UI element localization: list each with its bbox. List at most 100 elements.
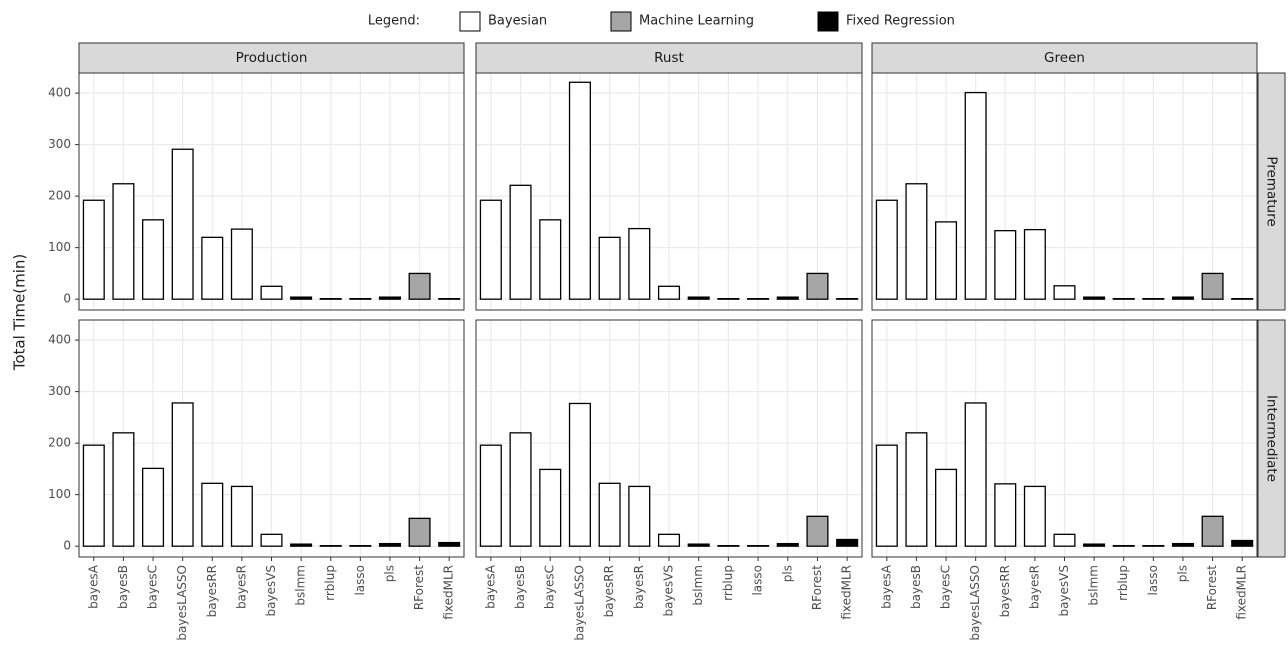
bar [875, 199, 898, 300]
bar [905, 432, 928, 547]
bar [290, 296, 313, 300]
bar [568, 402, 591, 547]
bar [806, 515, 829, 547]
y-axis-label: Total Time(min) [11, 254, 29, 372]
x-tick-label: bayesA [879, 564, 893, 609]
bar [1142, 298, 1165, 300]
bar [349, 298, 372, 300]
bar [378, 296, 401, 300]
legend-key [459, 11, 481, 32]
panel-border [871, 319, 1258, 558]
bar [479, 199, 502, 300]
bar [628, 227, 651, 300]
x-tick-label: bayesRR [998, 565, 1012, 617]
bar [171, 148, 194, 300]
bar [349, 545, 372, 547]
legend-label: Machine Learning [639, 14, 754, 29]
bar [964, 91, 987, 300]
panel-border [475, 72, 863, 311]
bar [717, 545, 740, 547]
bar [1231, 298, 1254, 300]
bar [836, 298, 859, 300]
legend-label: Fixed Regression [846, 14, 955, 29]
bar [1112, 298, 1135, 300]
bar [717, 298, 740, 300]
x-tick-label: bayesRR [602, 565, 616, 617]
bar [1171, 542, 1194, 547]
bar [319, 298, 342, 300]
bar [408, 272, 431, 300]
bar [142, 219, 165, 300]
y-tick-label: 400 [48, 333, 71, 347]
x-tick-label: bayesVS [1057, 565, 1071, 617]
bar [1112, 545, 1135, 547]
x-tick-label: bayesC [146, 565, 160, 609]
bar [994, 230, 1017, 300]
bar [1231, 539, 1254, 547]
legend-label: Bayesian [488, 14, 547, 29]
bar [171, 402, 194, 547]
y-tick-label: 100 [48, 240, 71, 254]
bar [1201, 515, 1224, 547]
bar [657, 285, 681, 300]
x-tick-label: bayesRR [205, 565, 219, 617]
bar [201, 236, 224, 300]
bar [438, 298, 461, 300]
y-tick-label: 200 [48, 189, 71, 203]
x-tick-label: bayesR [234, 565, 248, 609]
bar [82, 199, 105, 300]
bar [935, 468, 958, 547]
panel-border [871, 72, 1258, 311]
x-tick-label: bayesA [86, 564, 100, 609]
y-tick-label: 300 [48, 137, 71, 151]
x-tick-label: bayesLASSO [572, 565, 586, 641]
bar [628, 485, 651, 547]
bar [82, 444, 105, 547]
strip [475, 42, 863, 74]
legend-key [817, 11, 839, 32]
bar [230, 228, 253, 300]
bar [568, 81, 591, 300]
bar [1083, 543, 1106, 547]
bar [657, 533, 681, 547]
bar [1023, 485, 1046, 547]
bar [747, 545, 770, 547]
strip-label: Premature [1264, 156, 1280, 226]
x-tick-label: bayesC [939, 565, 953, 609]
bar [260, 285, 283, 300]
bar [438, 541, 461, 547]
bar [509, 184, 532, 300]
bar [776, 296, 799, 300]
x-tick-label: bayesB [513, 565, 527, 609]
bar [1053, 285, 1076, 300]
bar [964, 402, 987, 547]
x-tick-label: RForest [810, 565, 824, 610]
x-tick-label: bayesLASSO [175, 565, 189, 641]
strip [1257, 319, 1286, 558]
bar [994, 483, 1017, 547]
strip [1257, 72, 1286, 311]
x-tick-label: pls [1175, 565, 1189, 582]
x-tick-label: pls [780, 565, 794, 582]
bar [230, 485, 253, 547]
bar [1142, 545, 1165, 547]
x-tick-label: lasso [1146, 565, 1160, 596]
bar [201, 482, 224, 547]
y-tick-label: 100 [48, 487, 71, 501]
bar [598, 482, 621, 547]
x-tick-label: bayesB [909, 565, 923, 609]
x-tick-label: bslmm [294, 565, 308, 606]
bar [319, 545, 342, 547]
bar [776, 542, 799, 547]
bar [1053, 533, 1076, 547]
strip [871, 42, 1258, 74]
x-tick-label: fixedMLR [442, 565, 456, 620]
x-tick-label: bayesVS [264, 565, 278, 617]
x-tick-label: fixedMLR [1235, 565, 1249, 620]
x-tick-label: bslmm [1087, 565, 1101, 606]
strip-label: Production [236, 50, 308, 66]
x-tick-label: bslmm [691, 565, 705, 606]
bar [378, 542, 401, 547]
bar [260, 533, 283, 547]
